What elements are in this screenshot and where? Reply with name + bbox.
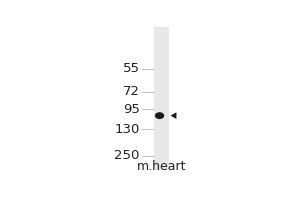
Text: 95: 95 — [123, 103, 140, 116]
Polygon shape — [171, 112, 176, 119]
Ellipse shape — [155, 112, 164, 119]
Text: 250: 250 — [114, 149, 140, 162]
Text: 130: 130 — [114, 123, 140, 136]
Text: 55: 55 — [123, 62, 140, 75]
Text: m.heart: m.heart — [137, 160, 187, 173]
Text: 72: 72 — [123, 85, 140, 98]
Bar — [154, 27, 170, 170]
